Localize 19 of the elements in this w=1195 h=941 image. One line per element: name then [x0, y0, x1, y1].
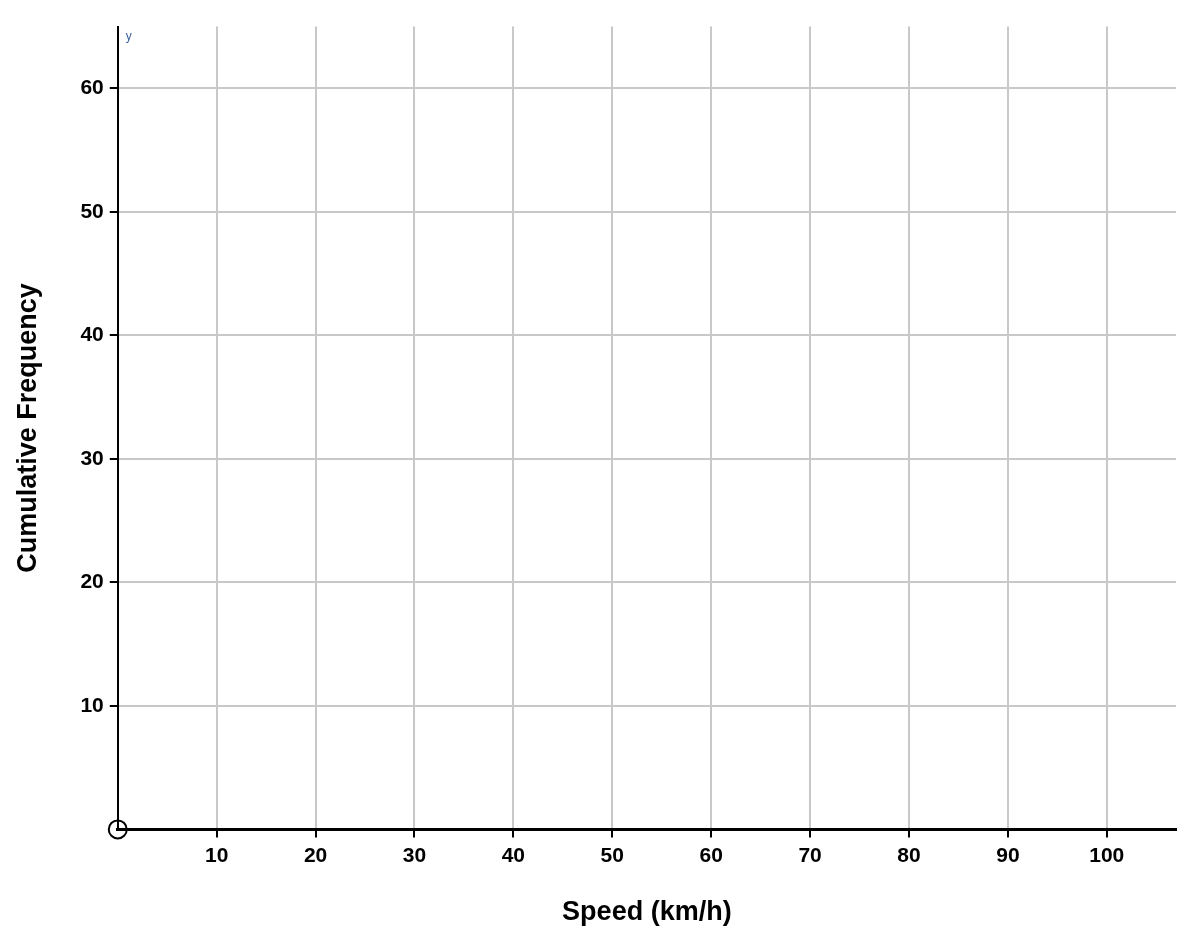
x-tick-label: 60	[699, 842, 723, 866]
annotation: y	[125, 28, 132, 43]
x-tick-label: 100	[1089, 842, 1125, 866]
x-tick-label: 40	[501, 842, 526, 866]
y-tick-label: 60	[80, 75, 104, 99]
x-tick-label: 90	[996, 842, 1020, 866]
x-tick-label: 10	[204, 842, 229, 866]
x-tick-label: 30	[402, 842, 427, 866]
x-tick-label: 50	[600, 842, 624, 866]
x-tick-label: 80	[897, 842, 921, 866]
y-tick-label: 10	[80, 692, 104, 716]
x-axis-title: Speed (km/h)	[562, 896, 732, 927]
y-tick-label: 40	[80, 322, 104, 346]
y-axis-title: Cumulative Frequency	[11, 283, 42, 573]
x-tick-label: 70	[798, 842, 822, 866]
x-tick-label: 20	[303, 842, 328, 866]
y-tick-label: 50	[80, 198, 104, 222]
y-tick-label: 30	[80, 445, 104, 469]
y-tick-label: 20	[80, 569, 104, 593]
